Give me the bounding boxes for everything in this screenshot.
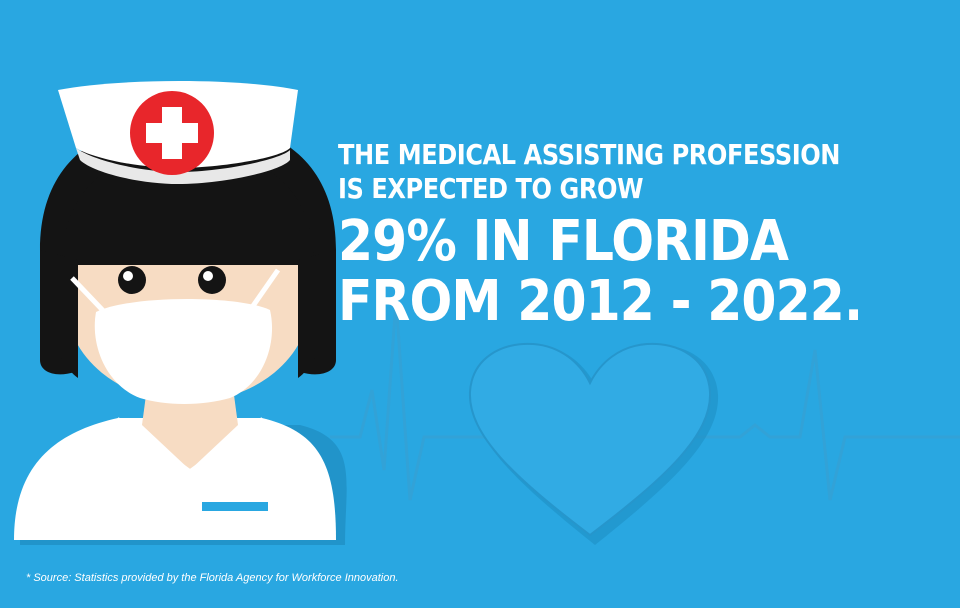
nurse-illustration [14,81,347,545]
source-footnote: * Source: Statistics provided by the Flo… [26,572,399,584]
face-mask [94,298,273,404]
heart-icon [468,342,712,537]
headline: THE MEDICAL ASSISTING PROFESSION IS EXPE… [338,138,938,332]
name-badge [202,502,268,511]
headline-line-1: THE MEDICAL ASSISTING PROFESSION [338,138,841,171]
headline-line-2: IS EXPECTED TO GROW [338,172,644,205]
headline-date-range: FROM 2012 - 2022. [338,269,863,334]
headline-statistic: 29% IN FLORIDA [338,209,789,274]
